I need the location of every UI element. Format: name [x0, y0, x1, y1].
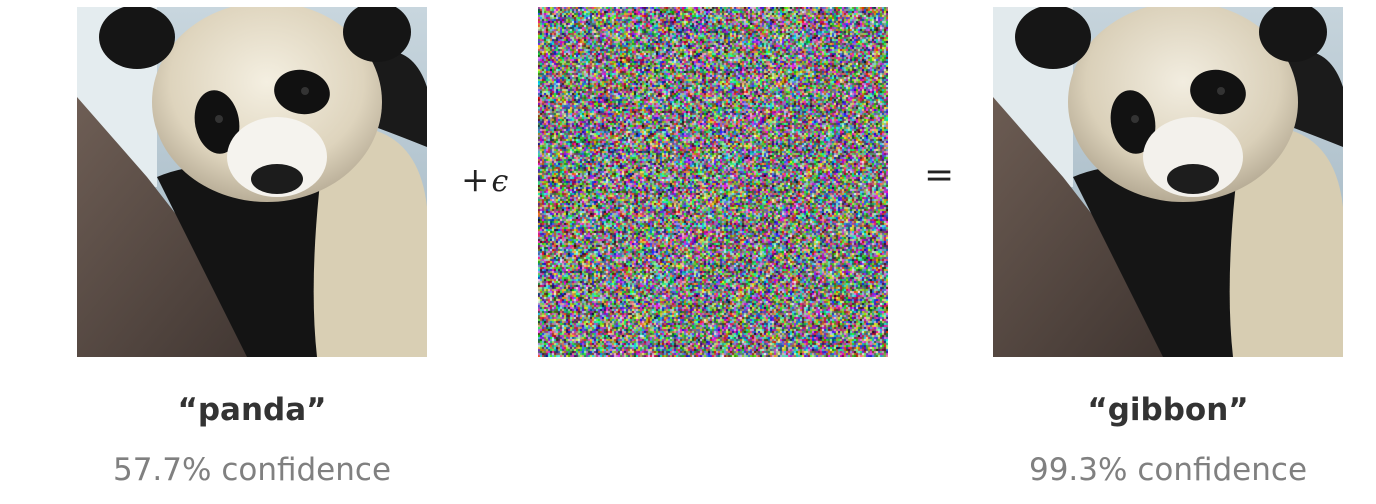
- panda-image-original: [77, 7, 427, 357]
- noise-canvas: [538, 7, 888, 357]
- confidence-gibbon: 99.3% confidence: [1028, 452, 1308, 488]
- class-label-gibbon: “gibbon”: [1087, 392, 1249, 428]
- plus-epsilon-operator: +ϵ: [461, 160, 508, 200]
- class-label-panda: “panda”: [177, 392, 327, 428]
- equals-operator: =: [924, 155, 955, 196]
- epsilon-symbol: ϵ: [491, 164, 509, 199]
- adversarial-noise-image: [538, 7, 888, 357]
- confidence-panda: 57.7% confidence: [112, 452, 392, 488]
- panda-image-adversarial: [993, 7, 1343, 357]
- plus-sign: +: [461, 160, 490, 200]
